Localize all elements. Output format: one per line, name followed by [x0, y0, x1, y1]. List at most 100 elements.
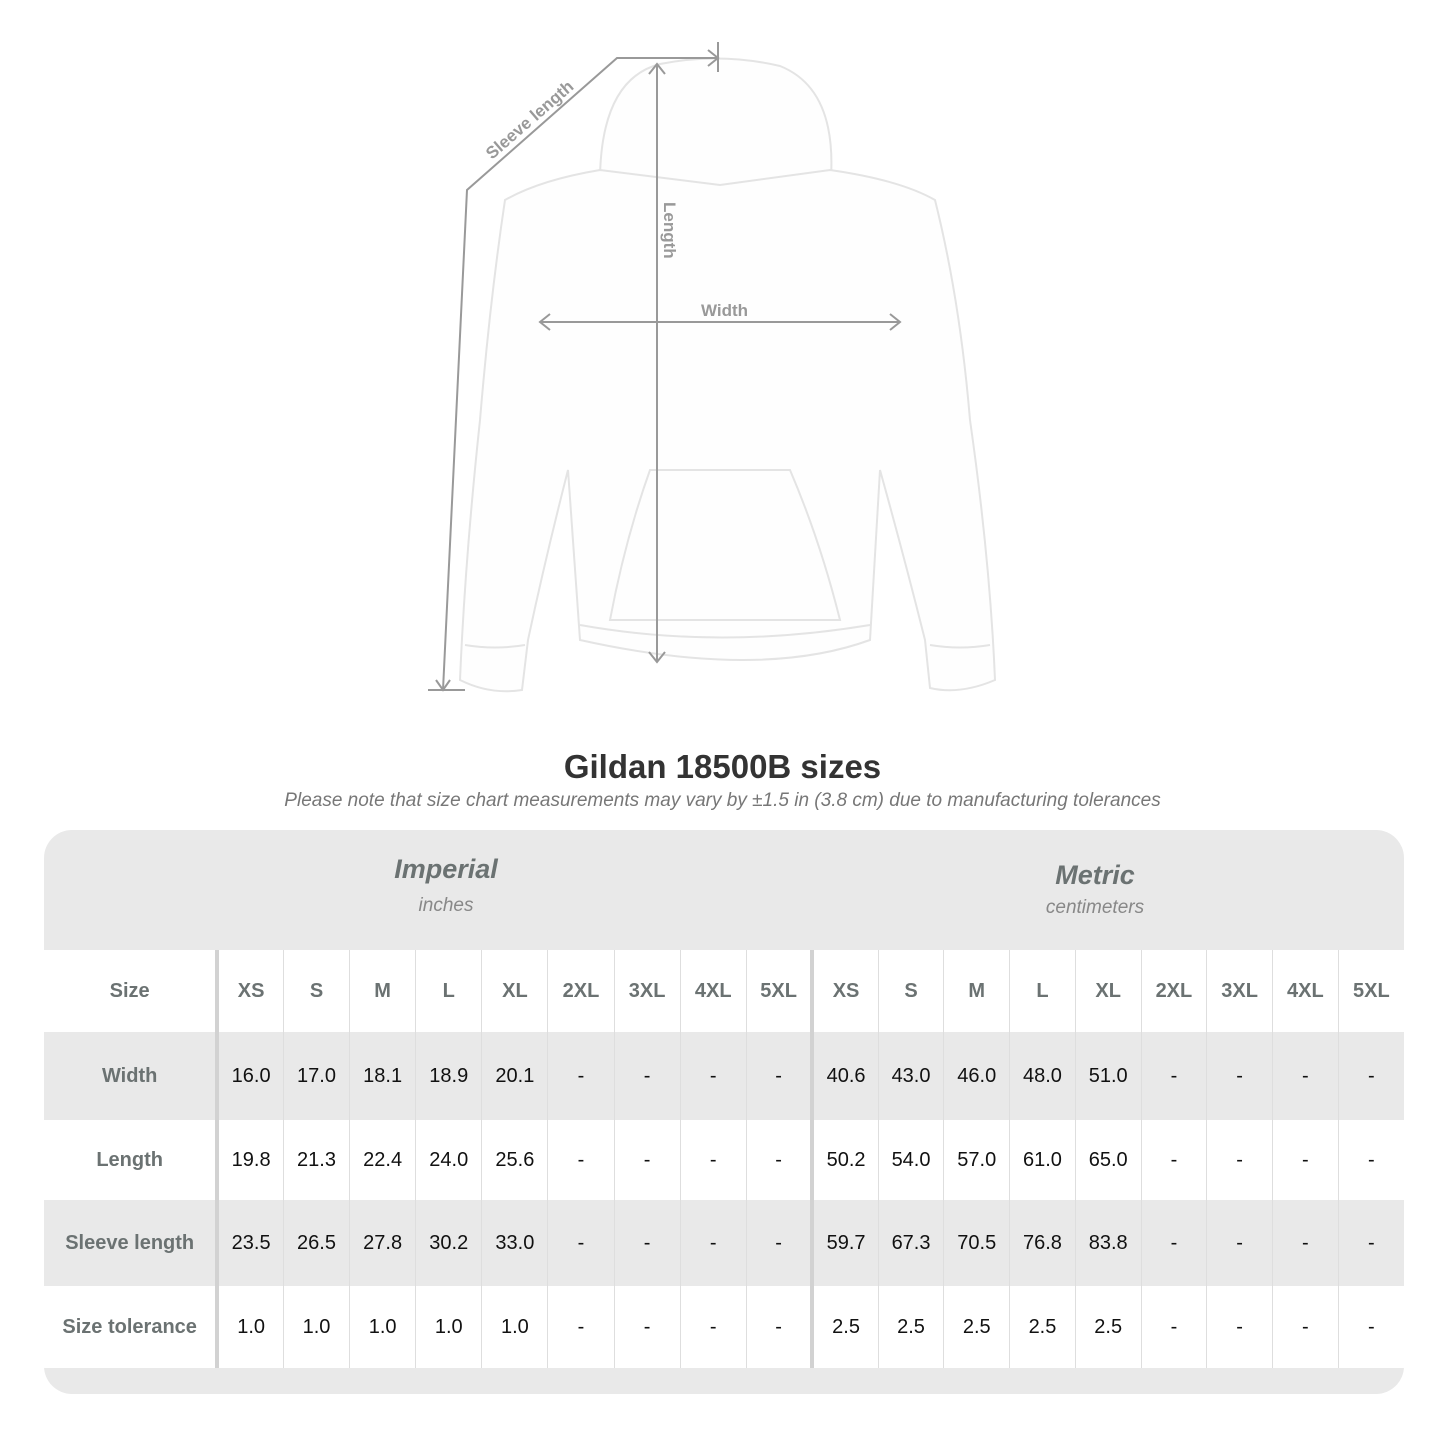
imperial-size-l: L: [415, 950, 482, 1032]
metric-cell: -: [1337, 1286, 1404, 1368]
metric-cell: -: [1271, 1120, 1339, 1200]
metric-cell: -: [1337, 1200, 1404, 1286]
imperial-cell: 1.0: [481, 1286, 548, 1368]
imperial-cell: 26.5: [282, 1200, 350, 1286]
imperial-size-xs: XS: [215, 950, 284, 1032]
sleeve-length-label: Sleeve length: [482, 77, 577, 163]
imperial-cell: -: [613, 1120, 681, 1200]
metric-size-m: M: [943, 950, 1010, 1032]
metric-cell: 51.0: [1074, 1032, 1142, 1120]
imperial-cell: -: [745, 1200, 813, 1286]
metric-cell: 54.0: [877, 1120, 944, 1200]
imperial-cell: 18.1: [349, 1032, 416, 1120]
imperial-cell: -: [745, 1286, 813, 1368]
imperial-cell: -: [745, 1032, 813, 1120]
imperial-cell: -: [547, 1286, 615, 1368]
imperial-cell: 21.3: [282, 1120, 350, 1200]
metric-cell: -: [1271, 1032, 1339, 1120]
imperial-cell: 17.0: [282, 1032, 350, 1120]
metric-cell: 2.5: [877, 1286, 944, 1368]
imperial-size-3xl: 3XL: [613, 950, 681, 1032]
imperial-size-2xl: 2XL: [547, 950, 615, 1032]
row-label: Size tolerance: [44, 1286, 218, 1368]
metric-cell: 2.5: [943, 1286, 1010, 1368]
imperial-cell: -: [613, 1286, 681, 1368]
metric-cell: -: [1337, 1032, 1404, 1120]
metric-cell: 76.8: [1009, 1200, 1076, 1286]
imperial-cell: 20.1: [481, 1032, 548, 1120]
imperial-cell: 30.2: [415, 1200, 482, 1286]
page-title: Gildan 18500B sizes: [563, 748, 882, 785]
imperial-header: Imperial inches: [216, 854, 676, 917]
table-row: Sleeve length 23.5 26.5 27.8 30.2 33.0- - - -59.…: [44, 1200, 1404, 1286]
tolerance-note: Please note that size chart measurements…: [284, 790, 1161, 811]
imperial-cell: 19.8: [215, 1120, 284, 1200]
imperial-cell: -: [613, 1032, 681, 1120]
metric-cell: 50.2: [810, 1120, 879, 1200]
imperial-cell: 23.5: [215, 1200, 284, 1286]
metric-size-xl: XL: [1074, 950, 1142, 1032]
hoodie-illustration: [458, 57, 997, 693]
metric-unit: centimeters: [1045, 897, 1145, 918]
imperial-cell: -: [679, 1286, 747, 1368]
metric-cell: -: [1206, 1032, 1273, 1120]
imperial-title: Imperial: [394, 854, 498, 884]
hoodie-diagram: Sleeve length Length Width: [428, 42, 997, 693]
width-line: [538, 313, 902, 331]
sleeve-length-line: [442, 57, 718, 691]
metric-size-l: L: [1009, 950, 1076, 1032]
table-row: Size tolerance 1.0 1.0 1.0 1.0 1.0- - - -2.5 2.5 2…: [44, 1286, 1404, 1368]
metric-size-4xl: 4XL: [1271, 950, 1339, 1032]
metric-size-3xl: 3XL: [1206, 950, 1273, 1032]
metric-size-xs: XS: [810, 950, 879, 1032]
imperial-size-m: M: [349, 950, 416, 1032]
length-line: [648, 62, 666, 664]
imperial-cell: -: [679, 1032, 747, 1120]
width-label: Width: [701, 301, 748, 320]
imperial-cell: 18.9: [415, 1032, 482, 1120]
imperial-cell: -: [547, 1200, 615, 1286]
imperial-cell: -: [679, 1200, 747, 1286]
row-label: Sleeve length: [44, 1200, 218, 1286]
metric-size-5xl: 5XL: [1337, 950, 1404, 1032]
metric-title: Metric: [1055, 860, 1135, 890]
imperial-size-4xl: 4XL: [679, 950, 747, 1032]
metric-cell: 40.6: [810, 1032, 879, 1120]
imperial-cell: -: [679, 1120, 747, 1200]
metric-header: Metric centimeters: [810, 860, 1380, 919]
size-table-panel: Imperial inches Metric centimeters Size X…: [44, 830, 1404, 1394]
imperial-cell: 1.0: [415, 1286, 482, 1368]
metric-cell: -: [1337, 1120, 1404, 1200]
imperial-size-xl: XL: [481, 950, 548, 1032]
imperial-cell: 1.0: [215, 1286, 284, 1368]
imperial-size-5xl: 5XL: [745, 950, 813, 1032]
imperial-cell: 1.0: [282, 1286, 350, 1368]
metric-size-s: S: [877, 950, 944, 1032]
imperial-cell: 33.0: [481, 1200, 548, 1286]
imperial-cell: -: [547, 1120, 615, 1200]
metric-cell: -: [1271, 1286, 1339, 1368]
row-label: Length: [44, 1120, 218, 1200]
metric-cell: -: [1206, 1286, 1273, 1368]
imperial-cell: 1.0: [349, 1286, 416, 1368]
imperial-cell: 25.6: [481, 1120, 548, 1200]
metric-cell: -: [1271, 1200, 1339, 1286]
metric-cell: 65.0: [1074, 1120, 1142, 1200]
metric-cell: -: [1206, 1120, 1273, 1200]
measure-lines: [428, 42, 902, 692]
metric-cell: 43.0: [877, 1032, 944, 1120]
metric-cell: 2.5: [1009, 1286, 1076, 1368]
imperial-unit: inches: [418, 895, 474, 916]
metric-cell: 59.7: [810, 1200, 879, 1286]
imperial-cell: 22.4: [349, 1120, 416, 1200]
imperial-cell: -: [613, 1200, 681, 1286]
metric-cell: 2.5: [810, 1286, 879, 1368]
size-table: Size XS S M L XL 2XL 3XL 4XL 5XL XS S M L XL 2XL 3XL 4XL 5…: [44, 950, 1404, 1368]
length-label: Length: [660, 202, 679, 259]
metric-cell: 57.0: [943, 1120, 1010, 1200]
metric-cell: 2.5: [1074, 1286, 1142, 1368]
table-row: Width 16.0 17.0 18.1 18.9 20.1- - - -40.6 43.0 46.…: [44, 1032, 1404, 1120]
metric-cell: -: [1206, 1200, 1273, 1286]
row-label: Width: [44, 1032, 218, 1120]
imperial-cell: -: [547, 1032, 615, 1120]
